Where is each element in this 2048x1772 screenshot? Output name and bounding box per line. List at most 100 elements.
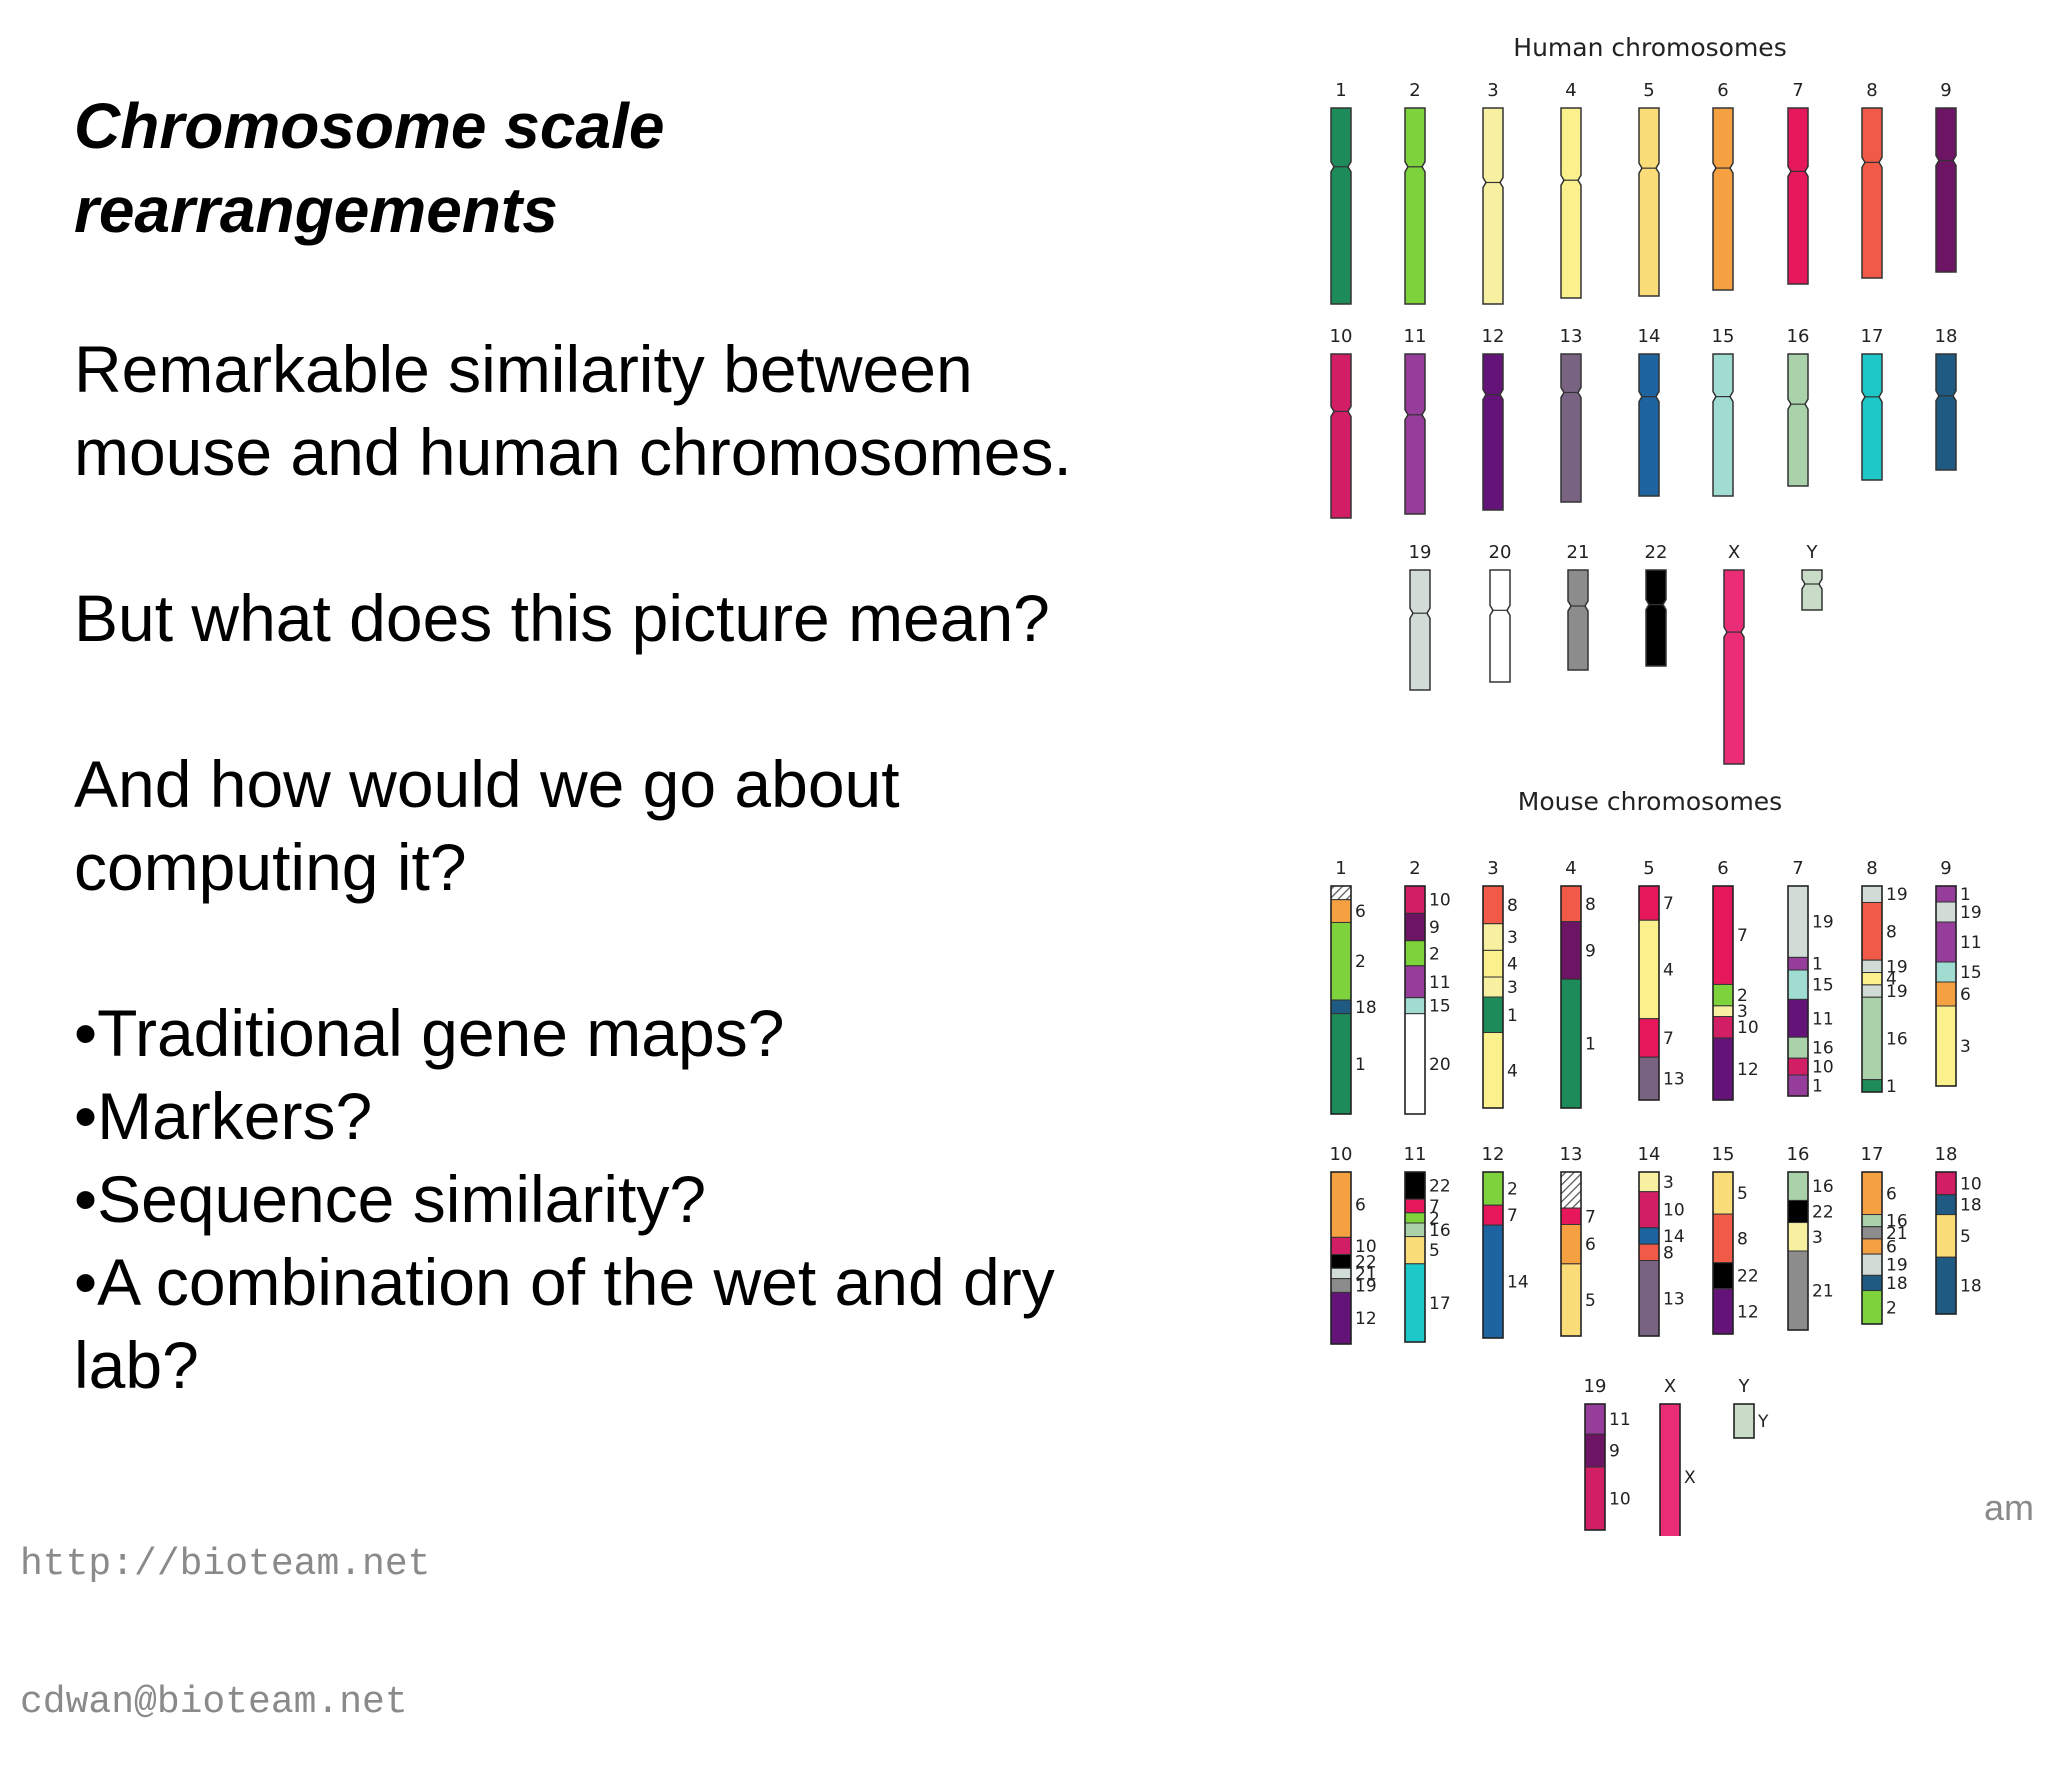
synteny-segment-label: 10 xyxy=(1960,1174,1982,1194)
bullet-continuation: lab? xyxy=(74,1328,199,1402)
human-chromosome-label: 15 xyxy=(1712,326,1735,347)
synteny-segment xyxy=(1404,1198,1426,1214)
synteny-segment-label: 1 xyxy=(1812,955,1823,975)
human-chromosome: 8 xyxy=(1861,80,1883,279)
synteny-segment-label: 1 xyxy=(1507,1006,1518,1026)
mouse-chromosome-label: 10 xyxy=(1330,1144,1353,1165)
mouse-chromosome-outline xyxy=(1861,885,1883,1093)
synteny-segment-label: 15 xyxy=(1812,976,1834,996)
footer-email[interactable]: cdwan@bioteam.net xyxy=(20,1681,408,1724)
mouse-chromosome-set: 1621812109211152038343144891574713672310… xyxy=(1330,858,1982,1536)
mouse-chromosome: 155 8 22 12 xyxy=(1712,1144,1759,1335)
bullet-item: Traditional gene maps? xyxy=(74,992,1134,1075)
synteny-segment-label: 6 xyxy=(1960,985,1971,1005)
synteny-segment xyxy=(1330,899,1352,923)
synteny-segment xyxy=(1638,1260,1660,1337)
synteny-segment-label: 2 xyxy=(1886,1298,1897,1318)
human-chromosome: Y xyxy=(1801,542,1823,611)
synteny-segment-label: 18 xyxy=(1886,1274,1908,1294)
synteny-segment xyxy=(1560,885,1582,923)
synteny-segment xyxy=(1560,978,1582,1109)
synteny-segment-label: 1 xyxy=(1886,1077,1897,1097)
mouse-chromosome-outline xyxy=(1330,885,1352,1115)
slide-title: Chromosome scale rearrangements xyxy=(74,84,1074,252)
human-chromosome: 13 xyxy=(1560,326,1582,503)
synteny-segment-label: 8 xyxy=(1585,895,1596,915)
synteny-segment xyxy=(1787,998,1809,1038)
synteny-segment xyxy=(1404,997,1426,1015)
synteny-segment-label: 14 xyxy=(1507,1273,1529,1293)
human-chromosome: 21 xyxy=(1567,542,1589,671)
synteny-segment xyxy=(1935,1194,1957,1216)
synteny-segment xyxy=(1935,1171,1957,1196)
human-chromosome-label: 9 xyxy=(1940,80,1951,101)
synteny-segment xyxy=(1638,1018,1660,1058)
synteny-segment xyxy=(1638,919,1660,1020)
synteny-segment xyxy=(1584,1403,1606,1435)
synteny-segment-label: 16 xyxy=(1812,1039,1834,1059)
synteny-segment xyxy=(1787,1171,1809,1201)
human-chromosome-label: 16 xyxy=(1787,326,1810,347)
mouse-chromosome-outline xyxy=(1560,885,1582,1109)
synteny-segment-label: 7 xyxy=(1585,1207,1596,1227)
mouse-chromosome-outline xyxy=(1712,885,1734,1101)
synteny-segment xyxy=(1935,901,1957,923)
human-chromosome: 2 xyxy=(1404,80,1426,305)
footer-right-fragment: am xyxy=(1984,1487,2035,1528)
synteny-segment-label: 4 xyxy=(1507,955,1518,975)
mouse-chromosome-outline xyxy=(1787,1171,1809,1331)
human-chromosome-body xyxy=(1723,569,1745,765)
mouse-chromosome-label: 14 xyxy=(1638,1144,1661,1165)
synteny-segment xyxy=(1482,1171,1504,1206)
mouse-chromosome-label: 5 xyxy=(1643,858,1654,879)
text-line: But what does this picture mean? xyxy=(74,581,1050,655)
synteny-segment xyxy=(1935,981,1957,1007)
synteny-segment xyxy=(1330,1291,1352,1345)
synteny-segment-label: 11 xyxy=(1609,1410,1631,1430)
human-chromosome: 11 xyxy=(1404,326,1426,515)
human-chromosome-label: Y xyxy=(1806,542,1819,563)
synteny-segment-label: 3 xyxy=(1663,1173,1674,1193)
synteny-segment-label: 16 xyxy=(1886,1029,1908,1049)
synteny-segment xyxy=(1861,1226,1883,1240)
synteny-segment-label: 12 xyxy=(1737,1060,1759,1080)
synteny-segment xyxy=(1861,885,1883,903)
synteny-segment xyxy=(1787,1074,1809,1097)
human-chromosome-body xyxy=(1330,353,1352,519)
synteny-segment xyxy=(1787,969,1809,1000)
synteny-segment xyxy=(1861,901,1883,961)
synteny-segment xyxy=(1787,1199,1809,1224)
human-chromosome-body xyxy=(1935,353,1957,471)
mouse-chromosome-label: 17 xyxy=(1861,1144,1884,1165)
synteny-segment-label: 3 xyxy=(1507,928,1518,948)
synteny-segment xyxy=(1861,1238,1883,1255)
footer-url[interactable]: http://bioteam.net xyxy=(20,1543,431,1586)
human-chromosome-label: 6 xyxy=(1717,80,1728,101)
human-chromosome-body xyxy=(1801,569,1823,611)
synteny-segment-label: 2 xyxy=(1737,986,1748,1006)
synteny-segment xyxy=(1404,1263,1426,1343)
synteny-segment xyxy=(1638,1056,1660,1101)
synteny-segment-label: 1 xyxy=(1812,1077,1823,1097)
synteny-segment xyxy=(1482,885,1504,925)
mouse-chromosome-label: X xyxy=(1664,1376,1676,1397)
synteny-segment-label: 16 xyxy=(1429,1221,1451,1241)
synteny-segment-label: 13 xyxy=(1663,1289,1685,1309)
human-chromosome: 12 xyxy=(1482,326,1504,511)
synteny-segment-label: 1 xyxy=(1960,885,1971,905)
synteny-segment-label: 6 xyxy=(1585,1235,1596,1255)
synteny-segment xyxy=(1935,921,1957,963)
human-chromosome-body xyxy=(1560,353,1582,503)
human-chromosome: 14 xyxy=(1638,326,1660,497)
synteny-segment xyxy=(1638,1227,1660,1245)
synteny-segment xyxy=(1712,1171,1734,1215)
human-chromosome: 17 xyxy=(1861,326,1883,481)
mouse-chromosome-outline xyxy=(1638,1171,1660,1337)
synteny-segment xyxy=(1787,1036,1809,1059)
mouse-chromosome-outline xyxy=(1638,885,1660,1101)
synteny-segment xyxy=(1638,1191,1660,1229)
synteny-segment-label: 3 xyxy=(1960,1037,1971,1057)
